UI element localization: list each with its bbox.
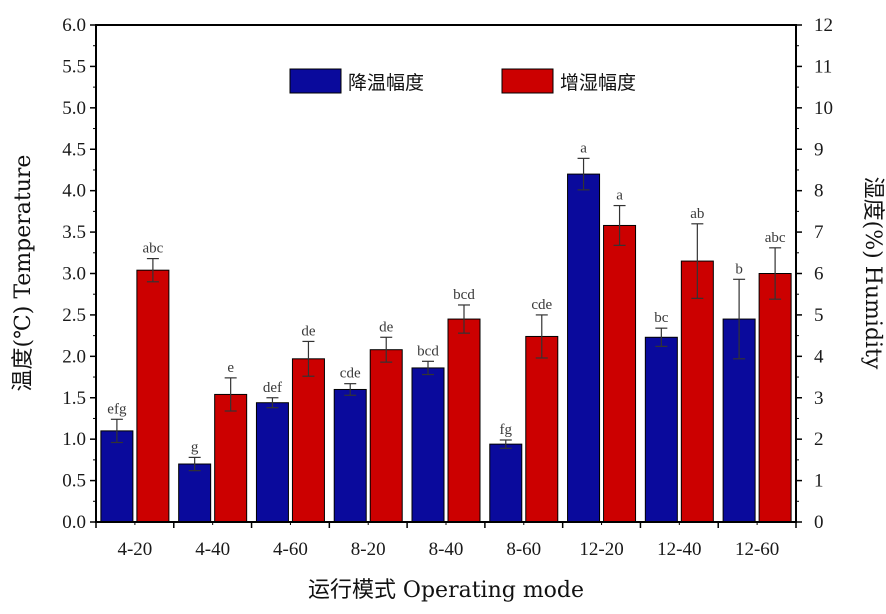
humidification-bar (291, 358, 325, 523)
significance-label: abc (142, 241, 163, 257)
right-y-tick-label: 12 (814, 15, 833, 36)
left-y-tick-label: 0.0 (62, 512, 86, 533)
left-y-tick-label: 3.5 (62, 222, 86, 243)
x-tick-label: 8-20 (351, 539, 386, 560)
significance-label: a (616, 188, 623, 204)
significance-label: de (301, 323, 316, 339)
bars-layer (100, 173, 792, 523)
cooling-bar (489, 443, 523, 523)
legend: 降温幅度 增湿幅度 (289, 68, 636, 94)
significance-label: ab (690, 206, 704, 222)
significance-label: g (191, 439, 199, 455)
cooling-bar (255, 402, 289, 523)
cooling-bar (333, 388, 367, 523)
humidification-bar (525, 335, 559, 523)
left-y-tick-label: 3.0 (62, 264, 86, 285)
x-axis-title: 运行模式 Operating mode (308, 578, 584, 603)
right-y-tick-label: 5 (814, 305, 824, 326)
significance-label: efg (107, 401, 127, 417)
left-y-tick-label: 1.0 (62, 429, 86, 450)
significance-label: e (227, 360, 234, 376)
cooling-bar (411, 367, 445, 523)
humidification-bar (369, 349, 403, 523)
error-bars-layer (110, 157, 782, 472)
x-tick-label: 4-40 (195, 539, 230, 560)
x-tick-label: 12-40 (657, 539, 701, 560)
cooling-bar (567, 173, 601, 523)
significance-label: a (580, 140, 587, 156)
right-y-tick-label: 1 (814, 471, 824, 492)
significance-label: cde (340, 366, 361, 382)
y-axis-left-title: 温度(℃) Temperature (11, 155, 36, 392)
humidification-bar (680, 260, 714, 523)
legend-label-humidification: 增湿幅度 (560, 72, 636, 94)
right-y-tick-label: 11 (814, 56, 832, 77)
left-y-tick-label: 5.5 (62, 56, 86, 77)
right-y-tick-label: 6 (814, 264, 824, 285)
right-y-tick-label: 10 (814, 98, 833, 119)
significance-label: fg (500, 422, 513, 438)
right-y-tick-label: 9 (814, 139, 824, 160)
x-tick-label: 8-40 (429, 539, 464, 560)
legend-swatch-cooling (289, 68, 342, 94)
significance-label: b (735, 261, 743, 277)
right-y-tick-label: 2 (814, 429, 824, 450)
left-y-tick-label: 0.5 (62, 471, 86, 492)
right-y-tick-label: 4 (814, 346, 824, 367)
humidification-bar (447, 318, 481, 523)
humidification-bar (758, 273, 792, 523)
x-tick-label: 12-60 (735, 539, 779, 560)
legend-label-cooling: 降温幅度 (348, 72, 424, 94)
significance-label: abc (765, 230, 786, 246)
cooling-bar (178, 463, 212, 523)
x-tick-label: 4-20 (117, 539, 152, 560)
humidification-bar (603, 224, 637, 523)
x-axis: 4-20 4-40 4-60 8-20 8-40 8-60 12-20 12-40 12-60 (95, 522, 797, 560)
significance-label: def (263, 380, 282, 396)
humidification-bar (214, 393, 248, 523)
cooling-bar (100, 430, 134, 523)
left-y-tick-label: 2.0 (62, 346, 86, 367)
left-y-tick-label: 2.5 (62, 305, 86, 326)
left-y-tick-label: 6.0 (62, 15, 86, 36)
y-axis-right-title: 湿度(%) Humidity (860, 177, 885, 370)
x-tick-label: 8-60 (506, 539, 541, 560)
significance-label: bc (654, 310, 669, 326)
significance-label: bcd (453, 287, 475, 303)
left-y-tick-label: 5.0 (62, 98, 86, 119)
cooling-bar (644, 336, 678, 523)
x-tick-label: 12-20 (579, 539, 623, 560)
right-y-tick-label: 0 (814, 512, 824, 533)
left-y-tick-label: 4.5 (62, 139, 86, 160)
left-y-tick-label: 1.5 (62, 388, 86, 409)
humidification-bar (136, 269, 170, 523)
legend-swatch-humidification (501, 68, 554, 94)
right-y-tick-label: 3 (814, 388, 824, 409)
significance-label: bcd (417, 343, 439, 359)
right-y-tick-label: 8 (814, 181, 824, 202)
left-y-tick-label: 4.0 (62, 181, 86, 202)
right-y-tick-label: 7 (814, 222, 824, 243)
significance-label: de (379, 319, 394, 335)
x-tick-label: 4-60 (273, 539, 308, 560)
significance-label: cde (531, 297, 552, 313)
left-y-axis: 0.0 0.5 1.0 1.5 2.0 2.5 3.0 3.5 4.0 4.5 5.0 5.5 6.0 (62, 15, 96, 533)
